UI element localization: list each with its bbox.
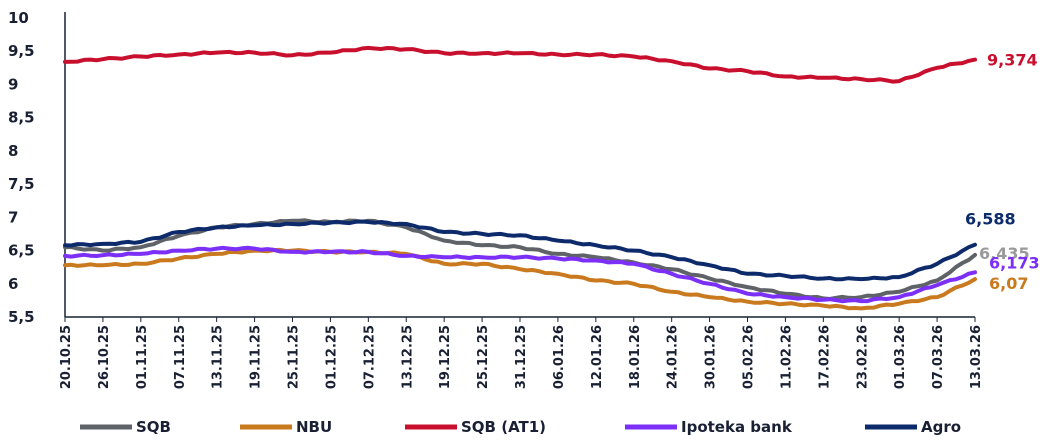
x-tick-label: 13.12.25 (400, 325, 415, 389)
x-tick-label: 25.12.25 (476, 325, 491, 389)
x-tick-label: 30.01.26 (704, 325, 719, 389)
x-tick-label: 12.01.26 (590, 325, 605, 389)
x-tick-label: 17.02.26 (817, 325, 832, 389)
x-tick-label: 26.10.25 (97, 325, 112, 389)
legend-label: NBU (296, 418, 332, 436)
series-line-sqb-at1- (63, 45, 977, 84)
x-tick-label: 13.03.26 (969, 325, 984, 389)
x-tick-label: 19.11.25 (249, 325, 264, 389)
legend: SQB NBU SQB (AT1) Ipoteka bank Agro (80, 418, 961, 436)
y-tick-label: 8,5 (8, 109, 35, 127)
x-tick-label: 01.03.26 (893, 325, 908, 389)
axes (64, 12, 975, 318)
x-tick-label: 07.03.26 (931, 325, 946, 389)
x-tick-label: 01.12.25 (324, 325, 339, 389)
x-tick-labels: 20.10.25 26.10.25 01.11.25 07.11.25 13.11.25… (59, 317, 984, 389)
y-tick-label: 7,5 (8, 175, 35, 193)
y-tick-label: 10 (8, 9, 29, 27)
x-tick-label: 18.01.26 (628, 325, 643, 389)
y-tick-labels: 10 9,5 9 8,5 8 7,5 7 6,5 6 5,5 (8, 9, 35, 326)
legend-label: SQB (136, 418, 171, 436)
end-label: 9,374 (987, 51, 1038, 70)
y-tick-label: 6 (8, 275, 18, 293)
x-tick-label: 25.11.25 (287, 325, 302, 389)
x-tick-label: 23.02.26 (855, 325, 870, 389)
x-tick-label: 05.02.26 (742, 325, 757, 389)
y-tick-label: 9 (8, 75, 18, 93)
x-tick-label: 07.11.25 (173, 325, 188, 389)
y-tick-label: 7 (8, 208, 18, 226)
x-tick-label: 06.01.26 (552, 325, 567, 389)
series-line-ipoteka-bank (63, 245, 977, 304)
x-tick-label: 20.10.25 (59, 325, 74, 389)
end-label: 6,588 (965, 210, 1016, 229)
end-label: 6,173 (989, 253, 1040, 272)
x-tick-label: 19.12.25 (438, 325, 453, 389)
end-labels: 6,435 6,07 9,374 6,173 6,588 (965, 51, 1040, 294)
y-tick-label: 5,5 (8, 308, 35, 326)
legend-label: SQB (AT1) (461, 418, 546, 436)
series-lines (63, 45, 977, 311)
legend-label: Agro (921, 418, 961, 436)
y-tick-label: 8 (8, 142, 18, 160)
series-line-sqb (63, 218, 977, 301)
series-line-nbu (63, 247, 977, 311)
end-label: 6,07 (989, 274, 1028, 293)
x-tick-label: 13.11.25 (211, 325, 226, 389)
series-line-agro (63, 219, 977, 282)
x-tick-label: 31.12.25 (514, 325, 529, 389)
x-tick-label: 11.02.26 (779, 325, 794, 389)
x-tick-label: 01.11.25 (135, 325, 150, 389)
x-tick-label: 24.01.26 (666, 325, 681, 389)
x-tick-label: 07.12.25 (362, 325, 377, 389)
legend-label: Ipoteka bank (681, 418, 793, 436)
y-tick-label: 6,5 (8, 242, 35, 260)
end-label: 6,435 (979, 244, 1030, 263)
y-tick-label: 9,5 (8, 42, 35, 60)
